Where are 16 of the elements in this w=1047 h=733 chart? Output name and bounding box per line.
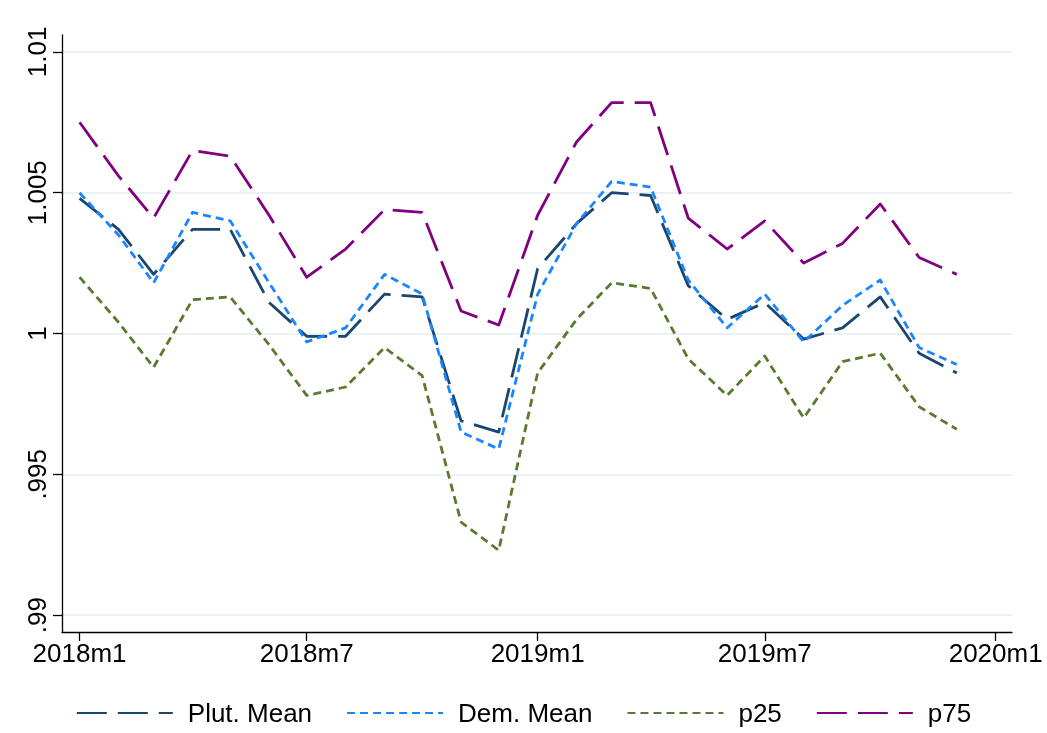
x-tick-label: 2019m1 xyxy=(490,638,585,668)
x-tick-label: 2020m1 xyxy=(948,638,1043,668)
x-tick-label: 2019m7 xyxy=(717,638,812,668)
legend-label: p75 xyxy=(927,698,972,728)
line-series xyxy=(78,101,959,327)
legend-label: Plut. Mean xyxy=(187,698,313,728)
y-tick-label: 1 xyxy=(22,326,52,341)
legend-label: Dem. Mean xyxy=(458,698,593,728)
y-tick-label: 1.005 xyxy=(22,160,52,226)
x-tick-label: 2018m1 xyxy=(32,638,127,668)
y-tick-label: 1.01 xyxy=(22,26,52,78)
y-tick-label: .995 xyxy=(22,449,52,500)
line-series xyxy=(78,275,959,552)
x-tick-label: 2018m7 xyxy=(259,638,354,668)
y-tick-label: .99 xyxy=(22,597,52,634)
legend-label: p25 xyxy=(738,698,782,728)
